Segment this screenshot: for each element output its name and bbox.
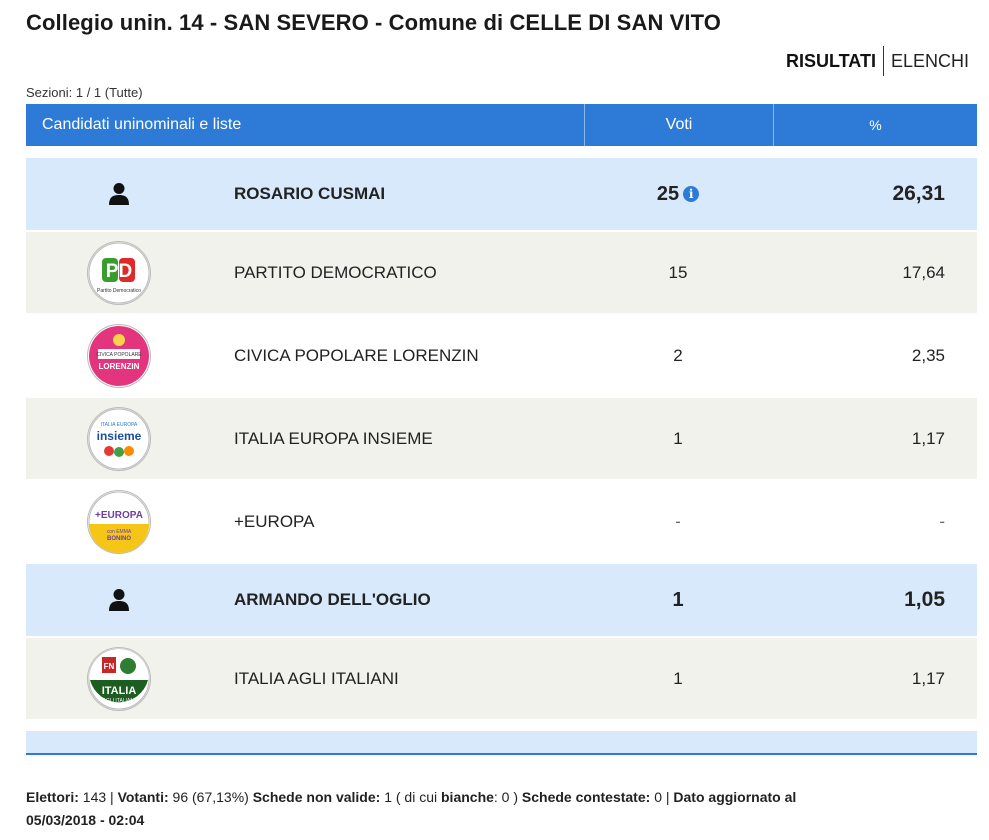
candidate-votes: 1 (584, 589, 772, 612)
tab-risultati[interactable]: RISULTATI (785, 50, 876, 71)
candidate-name: ARMANDO DELL'OGLIO (234, 590, 431, 609)
elettori-value: 143 (82, 789, 107, 805)
aggiornato-label: Dato aggiornato al (673, 789, 797, 805)
list-percent: 1,17 (911, 428, 945, 448)
tab-divider (882, 46, 884, 76)
list-votes: 1 (673, 428, 683, 448)
results-table: Candidati uninominali e liste Voti % ROS… (26, 104, 977, 755)
svg-text:ITALIA EUROPA: ITALIA EUROPA (101, 422, 138, 428)
svg-text:BONINO: BONINO (107, 536, 131, 542)
list-row: FN ITALIA AGLI ITALIANI ITALIA AGLI ITAL… (26, 638, 977, 721)
view-tabs: RISULTATI ELENCHI (786, 46, 969, 76)
table-header: Candidati uninominali e liste Voti % (26, 104, 977, 146)
aggiornato-value: 05/03/2018 - 02:04 (26, 812, 145, 828)
elettori-label: Elettori: (26, 789, 79, 805)
candidate-name: ROSARIO CUSMAI (234, 184, 386, 203)
table-footer-bar (26, 731, 977, 755)
votanti-value: 96 (67,13%) (172, 789, 249, 805)
candidate-percent: 1,05 (904, 588, 945, 611)
pd-logo: PD Partito Democratico (88, 242, 150, 303)
list-votes: 1 (673, 668, 683, 688)
insieme-logo: ITALIA EUROPA insieme (88, 408, 150, 469)
svg-text:PD: PD (106, 261, 132, 282)
list-percent: - (939, 511, 945, 531)
svg-text:con EMMA: con EMMA (107, 529, 132, 535)
summary-footer: Elettori: 143 | Votanti: 96 (67,13%) Sch… (26, 789, 797, 828)
svg-text:ITALIA: ITALIA (102, 685, 137, 697)
person-icon (109, 589, 129, 611)
svg-text:FN: FN (104, 662, 115, 671)
info-icon[interactable]: i (683, 186, 700, 202)
person-icon (109, 183, 129, 205)
votes-value: 1 (672, 588, 684, 611)
svg-text:LORENZIN: LORENZIN (99, 362, 140, 371)
column-header-pct: % (773, 104, 977, 146)
svg-text:Partito Democratico: Partito Democratico (97, 288, 141, 294)
column-header-name: Candidati uninominali e liste (42, 116, 242, 133)
list-name: PARTITO DEMOCRATICO (234, 262, 437, 282)
non-valide-label: Schede non valide: (252, 789, 381, 805)
bianche-value: : 0 ) (493, 789, 519, 805)
list-name: ITALIA AGLI ITALIANI (234, 668, 399, 688)
piu-europa-logo: +EUROPA con EMMA BONINO (88, 491, 150, 553)
contestate-label: Schede contestate: (521, 789, 651, 805)
list-row: +EUROPA con EMMA BONINO +EUROPA - - (26, 481, 977, 564)
civica-popolare-logo: CIVICA POPOLARE LORENZIN (89, 325, 149, 386)
page-title: Collegio unin. 14 - SAN SEVERO - Comune … (26, 10, 721, 35)
column-header-voti: Voti (584, 104, 773, 146)
candidate-row: ARMANDO DELL'OGLIO 1 1,05 (26, 564, 977, 638)
contestate-value: 0 (654, 789, 662, 805)
svg-text:insieme: insieme (97, 429, 142, 443)
list-name: ITALIA EUROPA INSIEME (234, 428, 433, 448)
list-name: +EUROPA (234, 511, 315, 531)
list-percent: 2,35 (911, 345, 945, 365)
list-percent: 17,64 (902, 262, 945, 282)
candidate-votes: 25 i (584, 183, 772, 206)
list-row: ITALIA EUROPA insieme ITALIA EUROPA INSI… (26, 398, 977, 481)
list-votes: 2 (673, 345, 683, 365)
list-votes: 15 (668, 262, 688, 282)
bianche-label: bianche (441, 789, 494, 805)
list-row: PD Partito Democratico PARTITO DEMOCRATI… (26, 232, 977, 315)
list-percent: 1,17 (911, 668, 945, 688)
svg-text:CIVICA POPOLARE: CIVICA POPOLARE (96, 352, 142, 358)
list-votes: - (675, 511, 681, 531)
svg-text:AGLI ITALIANI: AGLI ITALIANI (103, 698, 136, 704)
candidate-percent: 26,31 (892, 182, 945, 205)
votanti-label: Votanti: (117, 789, 169, 805)
candidate-row: ROSARIO CUSMAI 25 i 26,31 (26, 158, 977, 232)
non-valide-value: 1 ( di cui (384, 789, 438, 805)
tab-elenchi[interactable]: ELENCHI (890, 50, 969, 71)
list-name: CIVICA POPOLARE LORENZIN (234, 345, 479, 365)
list-row: CIVICA POPOLARE LORENZIN CIVICA POPOLARE… (26, 315, 977, 398)
svg-text:+EUROPA: +EUROPA (95, 510, 143, 521)
votes-value: 25 (656, 182, 680, 205)
italia-agli-italiani-logo: FN ITALIA AGLI ITALIANI (88, 648, 150, 709)
sezioni-label: Sezioni: 1 / 1 (Tutte) (26, 85, 143, 100)
